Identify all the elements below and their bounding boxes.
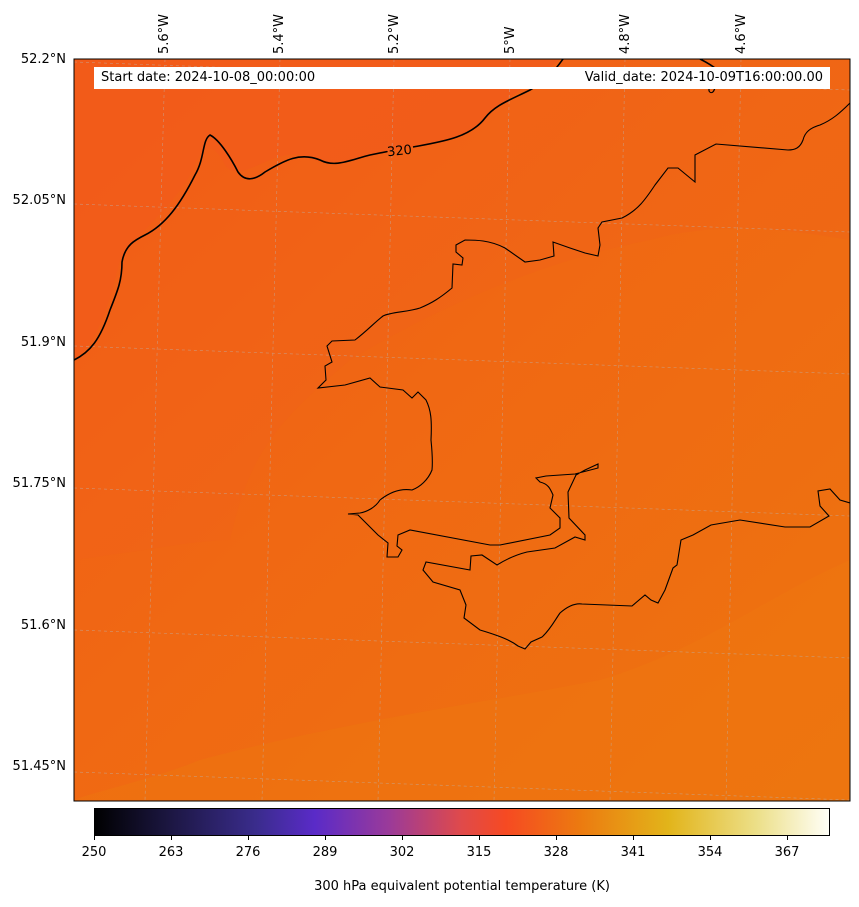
coastline (316, 102, 850, 650)
colorbar-tick-label: 276 (235, 845, 261, 860)
valid-date-text: Valid_date: 2024-10-09T16:00:00.00 (584, 70, 823, 85)
lat-label: 51.6°N (20, 618, 66, 633)
colorbar-tick (710, 836, 711, 840)
colorbar-tick-label: 263 (158, 845, 184, 860)
contour-label-320: 320 (386, 143, 412, 161)
colorbar-gradient (94, 808, 830, 836)
colorbar-tick (171, 836, 172, 840)
graticule (74, 59, 850, 801)
lat-label: 51.45°N (12, 759, 66, 774)
colorbar-title: 300 hPa equivalent potential temperature… (314, 879, 610, 894)
colorbar-tick-label: 354 (697, 845, 723, 860)
colorbar-tick (633, 836, 634, 840)
field-band-light (74, 560, 850, 800)
lon-label: 5.6°W (157, 13, 172, 54)
colorbar-tick-label: 250 (81, 845, 107, 860)
colorbar-tick (556, 836, 557, 840)
colorbar-tick (248, 836, 249, 840)
lat-label: 51.9°N (20, 335, 66, 350)
colorbar-tick (325, 836, 326, 840)
lat-label: 52.2°N (20, 52, 66, 67)
lon-label: 5.2°W (387, 13, 402, 54)
lon-label: 4.6°W (734, 13, 749, 54)
colorbar-tick (787, 836, 788, 840)
warm-region-nw (74, 59, 560, 360)
colorbar-tick (94, 836, 95, 840)
colorbar-tick (479, 836, 480, 840)
lat-label: 52.05°N (12, 193, 66, 208)
colorbar-tick-label: 367 (774, 845, 800, 860)
colorbar-tick-label: 328 (543, 845, 569, 860)
lon-label: 5.4°W (272, 13, 287, 54)
colorbar (94, 808, 830, 836)
lon-label: 5°W (503, 26, 518, 54)
theta-e-field (74, 59, 850, 801)
map-frame (73, 58, 851, 802)
lat-label: 51.75°N (12, 476, 66, 491)
colorbar-tick-label: 341 (620, 845, 646, 860)
lon-label: 4.8°W (618, 13, 633, 54)
date-info-box: Start date: 2024-10-08_00:00:00 Valid_da… (94, 67, 830, 89)
colorbar-tick-label: 315 (466, 845, 492, 860)
colorbar-tick-label: 289 (312, 845, 338, 860)
colorbar-tick (402, 836, 403, 840)
start-date-text: Start date: 2024-10-08_00:00:00 (101, 70, 316, 85)
colorbar-tick-label: 302 (389, 845, 415, 860)
